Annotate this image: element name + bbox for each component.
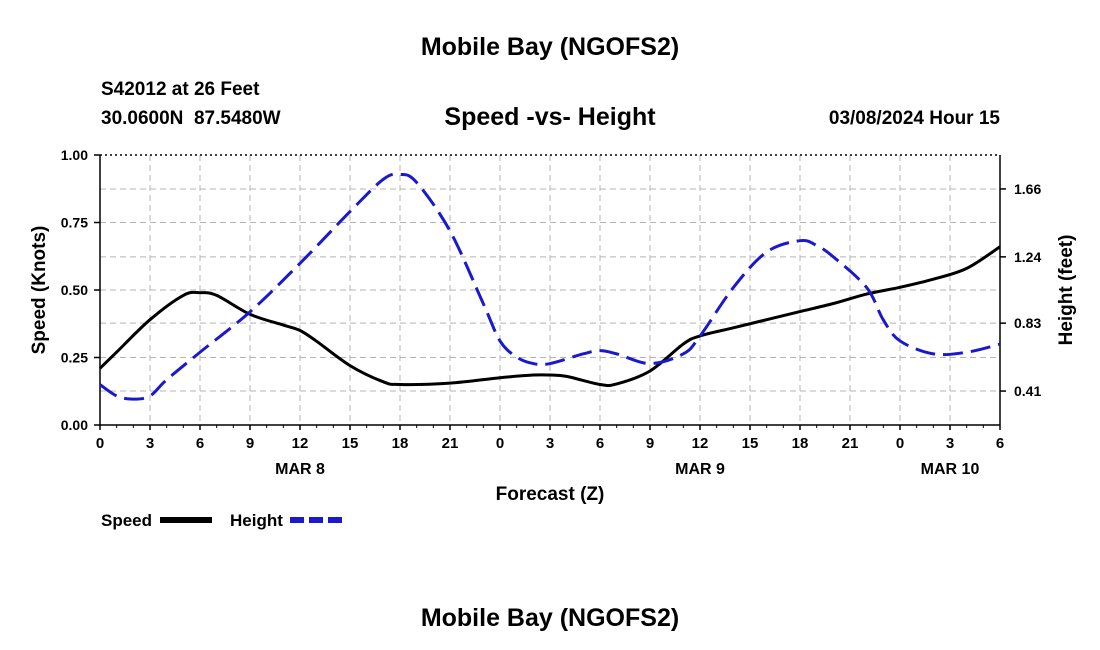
- series-line-height: [99, 172, 1001, 401]
- x-tick-label: 15: [742, 435, 759, 452]
- day-label: MAR 9: [675, 461, 725, 478]
- x-tick-label: 0: [896, 435, 904, 452]
- day-label: MAR 8: [275, 461, 325, 478]
- x-tick-label: 3: [946, 435, 954, 452]
- x-tick-label: 6: [196, 435, 204, 452]
- datetime-label: 03/08/2024 Hour 15: [829, 108, 1001, 129]
- bottom-title: Mobile Bay (NGOFS2): [421, 604, 679, 632]
- x-tick-label: 18: [792, 435, 809, 452]
- legend-speed-label: Speed: [101, 511, 152, 530]
- series-line-speed: [98, 245, 1001, 388]
- y-right-tick-label: 0.41: [1014, 383, 1041, 399]
- y-right-tick-label: 1.66: [1014, 181, 1041, 197]
- x-tick-label: 18: [392, 435, 409, 452]
- x-tick-label: 21: [442, 435, 459, 452]
- y-left-tick-label: 0.25: [61, 350, 88, 366]
- y-left-tick-label: 0.75: [61, 215, 88, 231]
- x-tick-label: 9: [246, 435, 254, 452]
- y-right-tick-label: 1.24: [1014, 249, 1041, 265]
- y-left-tick-label: 1.00: [61, 147, 88, 163]
- legend-height-label: Height: [230, 511, 283, 530]
- x-tick-label: 0: [496, 435, 504, 452]
- legend: Speed Height: [101, 511, 342, 530]
- day-label: MAR 10: [921, 461, 980, 478]
- x-tick-label: 15: [342, 435, 359, 452]
- coordinates-label: 30.0600N 87.5480W: [101, 108, 281, 129]
- x-tick-label: 6: [996, 435, 1004, 452]
- x-tick-label: 0: [96, 435, 104, 452]
- chart-subtitle: Speed -vs- Height: [444, 103, 656, 131]
- x-tick-label: 3: [546, 435, 554, 452]
- plot-area: 0 3 6 9 12 15 18 21 0 3 6 9 12 15 18 21 0 3 6 MAR 8 MAR 9 MAR…: [61, 147, 1042, 478]
- x-tick-label: 21: [842, 435, 859, 452]
- x-tick-label: 3: [146, 435, 154, 452]
- y-right-tick-label: 0.83: [1014, 315, 1041, 331]
- x-tick-label: 9: [646, 435, 654, 452]
- y-axis-right-label: Height (feet): [1056, 235, 1077, 346]
- top-title: Mobile Bay (NGOFS2): [421, 33, 679, 61]
- y-left-tick-label: 0.50: [61, 282, 88, 298]
- y-left-tick-label: 0.00: [61, 417, 88, 433]
- x-tick-label: 12: [292, 435, 309, 452]
- x-tick-label: 6: [596, 435, 604, 452]
- x-tick-label: 12: [692, 435, 709, 452]
- x-axis-label: Forecast (Z): [496, 484, 605, 505]
- station-label: S42012 at 26 Feet: [101, 79, 260, 100]
- y-axis-left-label: Speed (Knots): [29, 226, 50, 355]
